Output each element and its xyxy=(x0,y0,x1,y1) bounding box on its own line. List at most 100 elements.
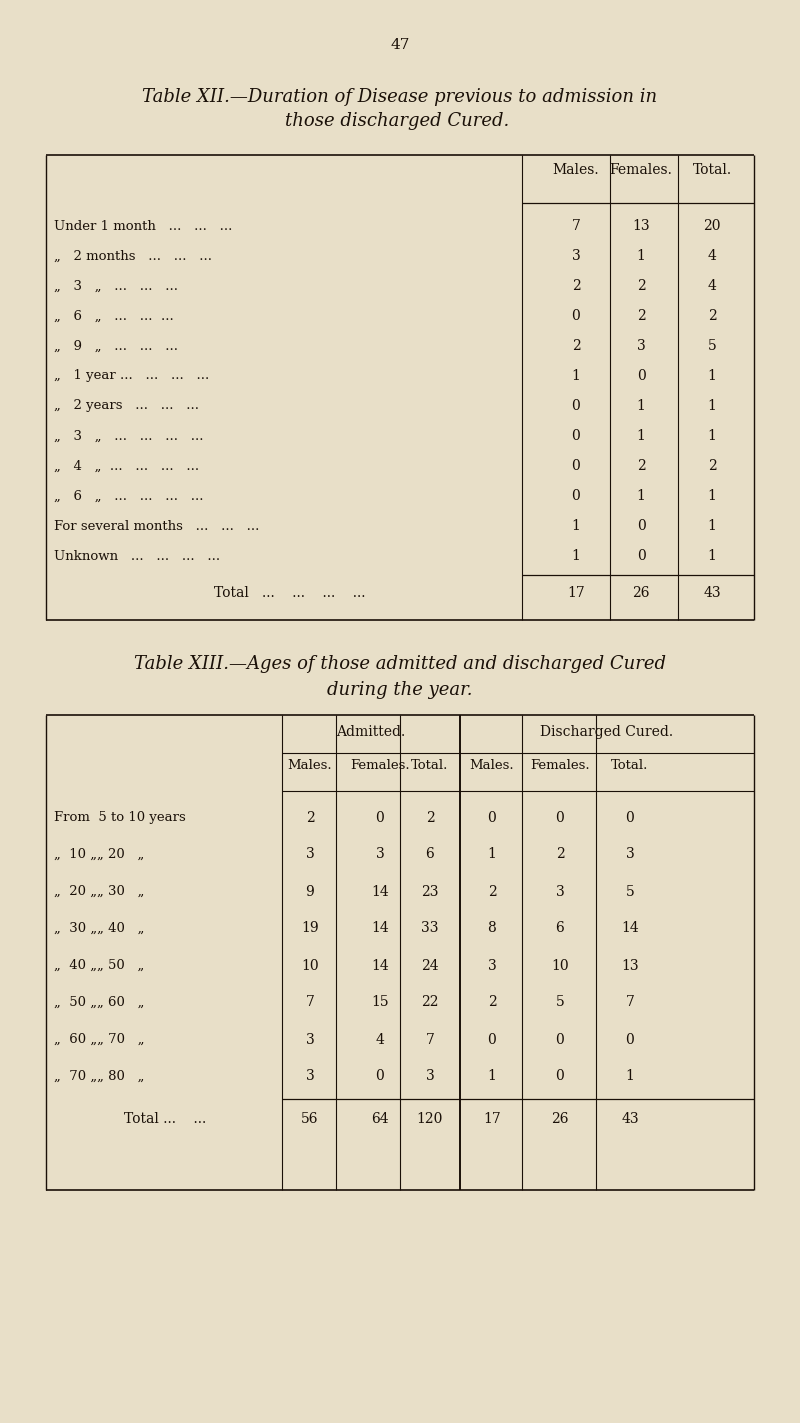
Text: 4: 4 xyxy=(707,249,717,263)
Text: 20: 20 xyxy=(703,219,721,233)
Text: 0: 0 xyxy=(488,811,496,824)
Text: 5: 5 xyxy=(556,996,564,1009)
Text: „  40 „„ 50   „: „ 40 „„ 50 „ xyxy=(54,959,144,972)
Text: 2: 2 xyxy=(426,811,434,824)
Text: 0: 0 xyxy=(572,309,580,323)
Text: „  20 „„ 30   „: „ 20 „„ 30 „ xyxy=(54,885,144,898)
Text: 2: 2 xyxy=(637,309,646,323)
Text: Table XIII.—Ages of those admitted and discharged Cured: Table XIII.—Ages of those admitted and d… xyxy=(134,655,666,673)
Text: 1: 1 xyxy=(707,549,717,564)
Text: Total ...    ...: Total ... ... xyxy=(124,1111,206,1126)
Text: Total.: Total. xyxy=(611,758,649,773)
Text: 1: 1 xyxy=(707,519,717,534)
Text: 0: 0 xyxy=(376,1070,384,1083)
Text: 3: 3 xyxy=(376,848,384,861)
Text: From  5 to 10 years: From 5 to 10 years xyxy=(54,811,186,824)
Text: Total.: Total. xyxy=(411,758,449,773)
Text: „   2 months   ...   ...   ...: „ 2 months ... ... ... xyxy=(54,249,212,262)
Text: 120: 120 xyxy=(417,1111,443,1126)
Text: 9: 9 xyxy=(306,885,314,898)
Text: 0: 0 xyxy=(572,490,580,502)
Text: 2: 2 xyxy=(488,996,496,1009)
Text: 1: 1 xyxy=(487,848,497,861)
Text: 6: 6 xyxy=(556,922,564,935)
Text: Under 1 month   ...   ...   ...: Under 1 month ... ... ... xyxy=(54,219,232,232)
Text: 10: 10 xyxy=(551,959,569,972)
Text: 2: 2 xyxy=(637,279,646,293)
Text: 5: 5 xyxy=(708,339,716,353)
Text: „   3   „   ...   ...   ...: „ 3 „ ... ... ... xyxy=(54,279,178,293)
Text: 10: 10 xyxy=(301,959,319,972)
Text: 17: 17 xyxy=(483,1111,501,1126)
Text: 4: 4 xyxy=(375,1033,385,1046)
Text: Table XII.—Duration of Disease previous to admission in: Table XII.—Duration of Disease previous … xyxy=(142,88,658,105)
Text: 1: 1 xyxy=(637,490,646,502)
Text: 0: 0 xyxy=(572,428,580,443)
Text: during the year.: during the year. xyxy=(327,682,473,699)
Text: 2: 2 xyxy=(572,339,580,353)
Text: 1: 1 xyxy=(571,549,581,564)
Text: 3: 3 xyxy=(426,1070,434,1083)
Text: those discharged Cured.: those discharged Cured. xyxy=(285,112,515,129)
Text: 14: 14 xyxy=(371,922,389,935)
Text: „   3   „   ...   ...   ...   ...: „ 3 „ ... ... ... ... xyxy=(54,430,203,443)
Text: „   1 year ...   ...   ...   ...: „ 1 year ... ... ... ... xyxy=(54,370,210,383)
Text: 0: 0 xyxy=(376,811,384,824)
Text: „  50 „„ 60   „: „ 50 „„ 60 „ xyxy=(54,996,144,1009)
Text: 0: 0 xyxy=(637,369,646,383)
Text: 14: 14 xyxy=(371,959,389,972)
Text: 3: 3 xyxy=(572,249,580,263)
Text: 43: 43 xyxy=(703,586,721,601)
Text: 3: 3 xyxy=(488,959,496,972)
Text: 2: 2 xyxy=(306,811,314,824)
Text: For several months   ...   ...   ...: For several months ... ... ... xyxy=(54,519,259,532)
Text: 13: 13 xyxy=(621,959,639,972)
Text: 2: 2 xyxy=(708,460,716,472)
Text: 7: 7 xyxy=(571,219,581,233)
Text: 1: 1 xyxy=(707,490,717,502)
Text: Males.: Males. xyxy=(470,758,514,773)
Text: Females.: Females. xyxy=(530,758,590,773)
Text: 1: 1 xyxy=(707,428,717,443)
Text: 0: 0 xyxy=(488,1033,496,1046)
Text: Total   ...    ...    ...    ...: Total ... ... ... ... xyxy=(214,586,366,601)
Text: 0: 0 xyxy=(626,811,634,824)
Text: 3: 3 xyxy=(626,848,634,861)
Text: 1: 1 xyxy=(707,398,717,413)
Text: Males.: Males. xyxy=(553,164,599,176)
Text: „  60 „„ 70   „: „ 60 „„ 70 „ xyxy=(54,1033,145,1046)
Text: „  70 „„ 80   „: „ 70 „„ 80 „ xyxy=(54,1070,144,1083)
Text: Females.: Females. xyxy=(350,758,410,773)
Text: 3: 3 xyxy=(556,885,564,898)
Text: 24: 24 xyxy=(421,959,439,972)
Text: 1: 1 xyxy=(571,369,581,383)
Text: 0: 0 xyxy=(626,1033,634,1046)
Text: 56: 56 xyxy=(302,1111,318,1126)
Text: 0: 0 xyxy=(572,398,580,413)
Text: 13: 13 xyxy=(632,219,650,233)
Text: „   9   „   ...   ...   ...: „ 9 „ ... ... ... xyxy=(54,340,178,353)
Text: 2: 2 xyxy=(556,848,564,861)
Text: 7: 7 xyxy=(426,1033,434,1046)
Text: 2: 2 xyxy=(488,885,496,898)
Text: 7: 7 xyxy=(626,996,634,1009)
Text: 33: 33 xyxy=(422,922,438,935)
Text: 1: 1 xyxy=(637,249,646,263)
Text: 0: 0 xyxy=(556,1070,564,1083)
Text: 3: 3 xyxy=(306,1033,314,1046)
Text: 22: 22 xyxy=(422,996,438,1009)
Text: 2: 2 xyxy=(637,460,646,472)
Text: 3: 3 xyxy=(306,848,314,861)
Text: 2: 2 xyxy=(572,279,580,293)
Text: „  30 „„ 40   „: „ 30 „„ 40 „ xyxy=(54,922,144,935)
Text: „   6   „   ...   ...  ...: „ 6 „ ... ... ... xyxy=(54,309,174,323)
Text: 6: 6 xyxy=(426,848,434,861)
Text: 4: 4 xyxy=(707,279,717,293)
Text: 5: 5 xyxy=(626,885,634,898)
Text: 1: 1 xyxy=(487,1070,497,1083)
Text: Unknown   ...   ...   ...   ...: Unknown ... ... ... ... xyxy=(54,549,220,562)
Text: 15: 15 xyxy=(371,996,389,1009)
Text: 1: 1 xyxy=(626,1070,634,1083)
Text: 26: 26 xyxy=(551,1111,569,1126)
Text: 0: 0 xyxy=(637,549,646,564)
